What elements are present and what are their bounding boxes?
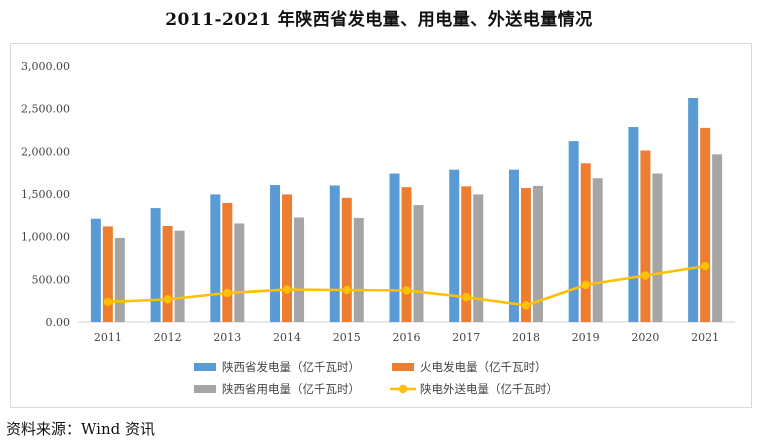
chart-title: 2011-2021 年陕西省发电量、用电量、外送电量情况 xyxy=(165,10,593,30)
x-tick-label: 2020 xyxy=(631,331,659,344)
x-tick-label: 2014 xyxy=(273,331,301,344)
bar-2019-s1 xyxy=(568,141,579,322)
point-2016 xyxy=(402,286,411,295)
bar-2017-s3 xyxy=(473,194,484,322)
bar-2016-s1 xyxy=(389,173,400,322)
x-tick-label: 2013 xyxy=(213,331,241,344)
bar-2017-s2 xyxy=(461,186,472,322)
x-tick-label: 2018 xyxy=(512,331,540,344)
chart-area: 0.00 500.00 1,000.00 1,500.00 2,000.00 2,500.… xyxy=(10,43,752,408)
point-2013 xyxy=(223,288,232,298)
y-tick-label: 1,500.00 xyxy=(21,188,70,201)
bar-2021-s1 xyxy=(688,98,699,322)
bar-2020-s2 xyxy=(640,150,651,322)
point-2019 xyxy=(581,280,590,290)
y-tick-label: 2,500.00 xyxy=(21,103,70,116)
point-2018 xyxy=(521,301,531,310)
point-2012 xyxy=(163,295,172,304)
point-2014 xyxy=(282,285,292,294)
bar-2018-s2 xyxy=(520,188,531,322)
bar-2018-s1 xyxy=(508,169,519,322)
bar-2017-s1 xyxy=(449,169,460,322)
legend-swatch-2 xyxy=(392,363,414,371)
point-2015 xyxy=(342,285,351,295)
bar-2012-s1 xyxy=(150,208,161,322)
legend-swatch-3 xyxy=(194,385,216,393)
bar-2021-s2 xyxy=(700,127,711,322)
legend-label-2: 火电发电量（亿千瓦时） xyxy=(420,360,547,374)
bar-2014-s1 xyxy=(270,185,281,322)
x-tick-label: 2011 xyxy=(94,331,122,344)
bar-2011-s1 xyxy=(90,218,101,322)
bar-2013-s1 xyxy=(210,194,221,322)
bar-2013-s3 xyxy=(234,223,245,322)
y-tick-label: 2,000.00 xyxy=(21,145,70,158)
bar-2011-s3 xyxy=(114,237,125,322)
legend-label-3: 陕西省用电量（亿千瓦时） xyxy=(222,382,360,396)
bar-2015-s2 xyxy=(341,197,352,322)
legend-label-1: 陕西省发电量（亿千瓦时） xyxy=(222,360,360,374)
bar-2012-s2 xyxy=(162,226,173,322)
x-tick-label: 2015 xyxy=(333,331,361,344)
x-tick-label: 2021 xyxy=(691,331,719,344)
bar-2019-s3 xyxy=(592,178,603,322)
bar-2019-s2 xyxy=(580,163,591,322)
legend-label-4: 陕电外送电量（亿千瓦时） xyxy=(420,382,558,396)
legend-marker-4 xyxy=(398,384,408,394)
bar-2020-s1 xyxy=(628,127,639,322)
bar-2015-s3 xyxy=(353,217,364,322)
bar-2014-s2 xyxy=(282,194,293,322)
source-note: 资料来源：Wind 资讯 xyxy=(6,420,155,438)
x-tick-label: 2016 xyxy=(393,331,421,344)
x-tick-label: 2019 xyxy=(572,331,600,344)
legend-swatch-1 xyxy=(194,363,216,371)
bar-2021-s3 xyxy=(712,154,723,322)
bar-2011-s2 xyxy=(102,226,113,322)
x-tick-label: 2017 xyxy=(452,331,480,344)
point-2017 xyxy=(462,293,471,302)
y-tick-label: 0.00 xyxy=(46,316,71,329)
bar-2020-s3 xyxy=(652,173,663,322)
y-tick-label: 1,000.00 xyxy=(21,231,70,244)
bar-2014-s3 xyxy=(294,217,305,322)
x-tick-label: 2012 xyxy=(154,331,182,344)
y-tick-label: 3,000.00 xyxy=(21,60,70,73)
point-2011 xyxy=(103,297,113,307)
bar-2018-s3 xyxy=(532,185,543,322)
bar-2013-s2 xyxy=(222,202,233,322)
bar-2015-s1 xyxy=(329,185,340,322)
point-2021 xyxy=(700,261,710,271)
y-tick-label: 500.00 xyxy=(32,273,71,286)
bar-2016-s2 xyxy=(401,187,412,322)
chart-svg: 0.00 500.00 1,000.00 1,500.00 2,000.00 2,500.… xyxy=(21,60,735,396)
bar-2012-s3 xyxy=(174,230,185,322)
point-2020 xyxy=(641,271,650,280)
bar-2016-s3 xyxy=(413,205,424,322)
